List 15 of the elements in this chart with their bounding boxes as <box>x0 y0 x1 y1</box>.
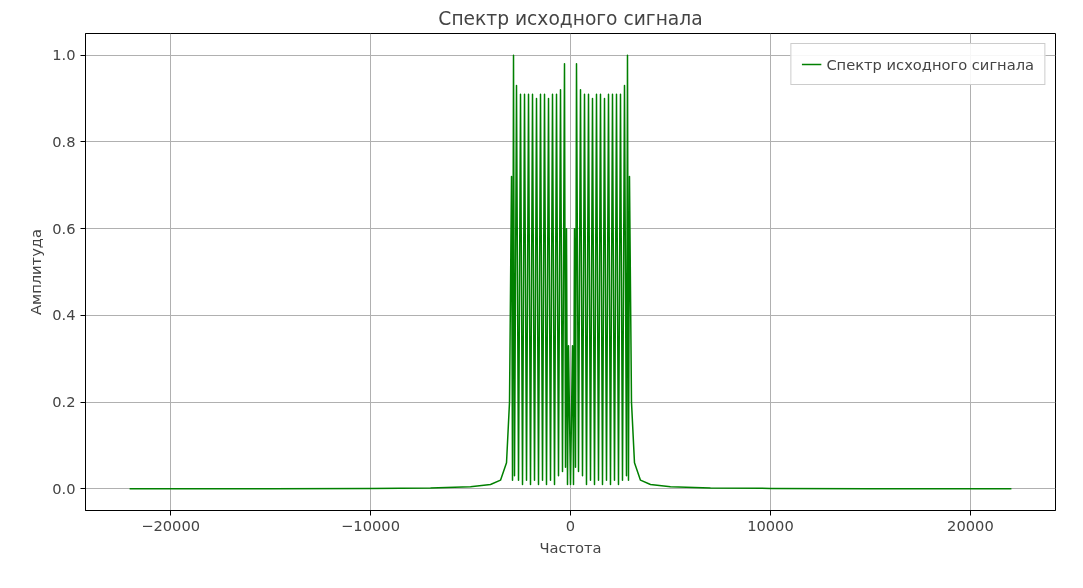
legend-label: Спектр исходного сигнала <box>826 55 1034 73</box>
x-tick-label: 0 <box>565 516 576 534</box>
y-tick-label: 0.6 <box>52 219 76 237</box>
x-axis-title: Частота <box>539 538 602 556</box>
chart-title: Спектр исходного сигнала <box>438 7 703 29</box>
x-tick-label: 20000 <box>947 516 994 534</box>
y-axis-title: Амплитуда <box>27 229 45 315</box>
y-tick-label: 0.0 <box>52 479 76 497</box>
x-tick-label: 10000 <box>747 516 794 534</box>
y-tick-label: 1.0 <box>52 46 76 64</box>
x-tick-label: −20000 <box>141 516 201 534</box>
y-tick-label: 0.2 <box>52 393 76 411</box>
x-tick-label: −10000 <box>341 516 400 534</box>
y-tick-label: 0.8 <box>52 132 76 150</box>
y-tick-label: 0.4 <box>52 306 76 324</box>
